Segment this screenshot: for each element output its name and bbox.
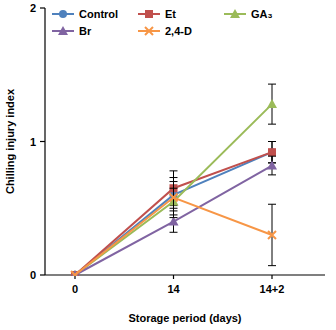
x-tick (271, 275, 272, 279)
error-cap (268, 204, 276, 205)
data-point (170, 194, 178, 202)
legend-marker (230, 9, 240, 18)
error-cap (268, 141, 276, 142)
series-line (75, 152, 272, 275)
data-point (71, 271, 79, 276)
legend-item: GA₃ (224, 8, 273, 20)
series-line (75, 198, 272, 275)
plot-area (70, 84, 277, 276)
error-cap (268, 124, 276, 125)
legend-label: Br (79, 25, 92, 37)
legend: Control Et GA₃ Br 2,4-D (52, 8, 273, 37)
series-line (75, 166, 272, 275)
y-tick (40, 274, 45, 275)
data-point (169, 217, 179, 226)
data-point (268, 148, 276, 156)
x-tick-label: 0 (72, 283, 78, 295)
error-cap (170, 177, 178, 178)
x-axis (45, 274, 325, 275)
chart: 0 1 2 0 14 14+2 Storage period (days) Chilling … (0, 0, 336, 330)
y-tick (40, 7, 45, 8)
data-point (71, 271, 79, 276)
legend-marker (58, 26, 68, 35)
error-cap (268, 156, 276, 157)
data-point (268, 231, 276, 239)
legend-item: Br (52, 25, 92, 37)
y-axis-title: Chilling injury index (4, 88, 16, 194)
error-cap (170, 232, 178, 233)
data-point (71, 271, 79, 276)
legend-item: Et (138, 8, 176, 20)
series-line (75, 104, 272, 275)
series-line (75, 152, 272, 275)
legend-item: Control (52, 8, 118, 20)
legend-label: Control (79, 8, 118, 20)
y-tick-label: 1 (30, 136, 36, 148)
error-cap (268, 84, 276, 85)
x-tick-label: 14 (167, 283, 180, 295)
legend-label: Et (165, 8, 176, 20)
data-point (268, 148, 276, 156)
legend-marker (59, 10, 67, 18)
y-tick-label: 2 (30, 2, 36, 14)
error-cap (268, 141, 276, 142)
error-bar (268, 156, 276, 175)
data-point (267, 99, 277, 108)
error-bar (268, 84, 276, 124)
legend-marker (145, 10, 153, 18)
y-tick-label: 0 (30, 269, 36, 281)
error-cap (268, 174, 276, 175)
x-tick (173, 275, 174, 279)
data-point (267, 161, 277, 170)
legend-label: GA₃ (251, 8, 273, 20)
x-axis-title: Storage period (days) (128, 312, 241, 324)
x-tick-label: 14+2 (260, 283, 285, 295)
legend-marker (145, 27, 153, 35)
error-cap (170, 217, 178, 218)
error-cap (170, 170, 178, 171)
y-tick (40, 141, 45, 142)
legend-label: 2,4-D (165, 25, 192, 37)
error-cap (268, 265, 276, 266)
legend-item: 2,4-D (138, 25, 192, 37)
